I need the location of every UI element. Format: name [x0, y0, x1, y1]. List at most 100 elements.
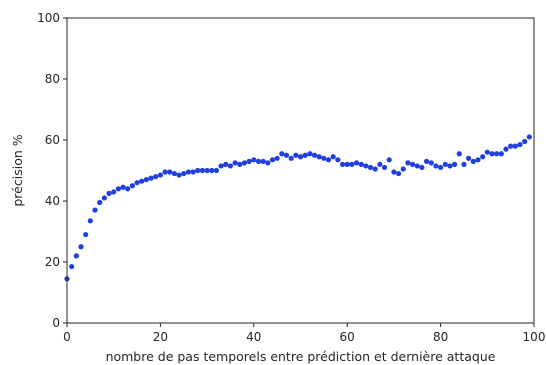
data-point	[452, 161, 458, 167]
data-point	[480, 154, 486, 160]
data-point	[395, 170, 402, 177]
x-tick-label: 0	[63, 330, 71, 344]
data-point	[279, 151, 285, 157]
y-tick-label: 20	[45, 255, 60, 269]
data-point	[237, 161, 243, 167]
data-point	[115, 186, 121, 192]
data-point	[167, 169, 173, 175]
data-point	[106, 190, 112, 196]
data-point	[508, 143, 514, 149]
data-point	[386, 157, 392, 163]
data-point	[241, 160, 248, 166]
data-point	[442, 161, 448, 167]
data-point	[283, 152, 290, 158]
x-tick-label: 20	[153, 330, 168, 344]
axis-ticks: 0 20 40 60 80 100 0 20 40 60 80 100	[37, 11, 545, 344]
data-point	[134, 180, 140, 186]
data-point	[456, 151, 462, 157]
data-point	[470, 158, 476, 164]
data-point	[522, 138, 528, 145]
data-point	[176, 172, 182, 178]
data-point	[498, 151, 504, 157]
data-point	[339, 161, 346, 167]
data-point	[190, 169, 196, 175]
data-point	[302, 152, 308, 158]
data-point	[311, 152, 318, 158]
data-point	[157, 172, 163, 178]
data-point	[423, 158, 430, 164]
y-tick-label: 60	[45, 133, 60, 147]
data-point	[255, 158, 262, 164]
y-tick-label: 40	[45, 194, 60, 208]
data-point	[475, 157, 481, 163]
data-point	[251, 157, 257, 163]
data-point	[120, 184, 126, 190]
data-point	[447, 163, 453, 169]
data-point	[199, 167, 206, 174]
data-point	[111, 189, 117, 195]
data-point	[143, 177, 149, 183]
data-point	[400, 166, 406, 172]
data-point	[512, 143, 518, 149]
data-point	[526, 134, 532, 140]
data-point	[466, 155, 472, 161]
data-point	[372, 166, 378, 172]
data-point	[344, 161, 350, 167]
data-point	[171, 170, 178, 177]
data-point	[209, 167, 215, 174]
data-point	[353, 160, 360, 166]
data-point	[125, 186, 131, 192]
data-point	[484, 149, 490, 155]
data-point	[321, 155, 327, 161]
data-point	[83, 231, 89, 238]
data-point	[316, 154, 322, 160]
data-point	[297, 154, 304, 160]
data-point	[335, 157, 341, 163]
data-point	[185, 169, 192, 175]
data-point	[274, 155, 280, 161]
data-point	[269, 157, 276, 163]
data-point	[148, 175, 154, 181]
data-point	[409, 161, 416, 167]
data-point	[438, 164, 444, 171]
data-point	[428, 160, 434, 166]
data-point	[153, 174, 159, 180]
data-point	[503, 146, 509, 152]
data-point	[363, 163, 369, 169]
data-point	[260, 158, 266, 164]
data-point	[381, 164, 388, 171]
x-tick-label: 40	[246, 330, 261, 344]
plot-frame	[66, 17, 535, 324]
data-point	[494, 151, 500, 157]
data-point	[377, 161, 383, 167]
data-point	[195, 167, 201, 174]
data-point	[204, 167, 210, 174]
data-point	[129, 183, 135, 189]
data-point	[358, 161, 364, 167]
data-point	[218, 163, 224, 169]
data-point	[414, 163, 420, 169]
y-tick-label: 80	[45, 72, 60, 86]
data-point	[405, 160, 411, 166]
data-points	[64, 134, 532, 282]
data-point	[87, 218, 93, 224]
x-tick-label: 80	[433, 330, 448, 344]
data-point	[391, 169, 397, 175]
y-axis-label: précision %	[10, 134, 25, 206]
data-point	[139, 178, 145, 184]
data-point	[517, 141, 523, 148]
data-point	[97, 199, 103, 206]
data-point	[265, 160, 271, 166]
x-tick-label: 60	[340, 330, 355, 344]
data-point	[227, 163, 234, 169]
data-point	[293, 152, 299, 158]
x-tick-label: 100	[523, 330, 546, 344]
data-point	[349, 161, 355, 167]
data-point	[367, 164, 374, 171]
data-point	[213, 167, 220, 174]
data-point	[307, 151, 313, 157]
data-point	[73, 253, 79, 259]
data-point	[330, 154, 336, 160]
